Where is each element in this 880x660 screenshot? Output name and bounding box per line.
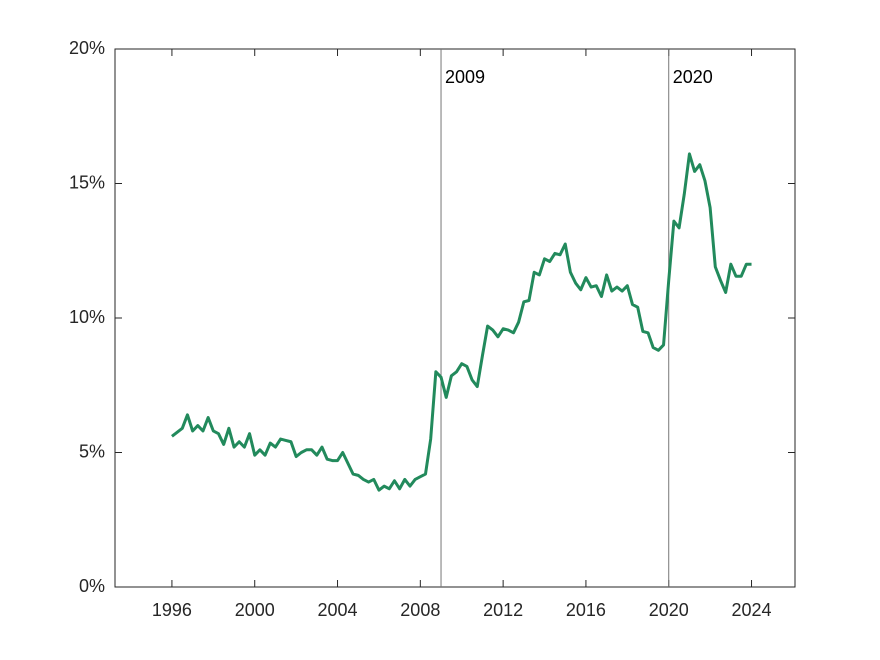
x-tick-label: 2020	[649, 600, 689, 620]
x-tick-label: 2024	[732, 600, 772, 620]
y-tick-label: 5%	[79, 441, 105, 461]
y-tick-label: 20%	[69, 38, 105, 58]
event-label: 2020	[673, 67, 713, 87]
x-tick-label: 1996	[152, 600, 192, 620]
x-tick-label: 2000	[235, 600, 275, 620]
y-tick-label: 15%	[69, 172, 105, 192]
y-tick-label: 0%	[79, 576, 105, 596]
x-tick-label: 2016	[566, 600, 606, 620]
data-line	[171, 152, 752, 492]
x-tick-label: 2008	[400, 600, 440, 620]
x-tick-label: 2012	[483, 600, 523, 620]
event-label: 2009	[445, 67, 485, 87]
x-tick-label: 2004	[318, 600, 358, 620]
y-tick-label: 10%	[69, 307, 105, 327]
plot-area	[114, 48, 796, 588]
